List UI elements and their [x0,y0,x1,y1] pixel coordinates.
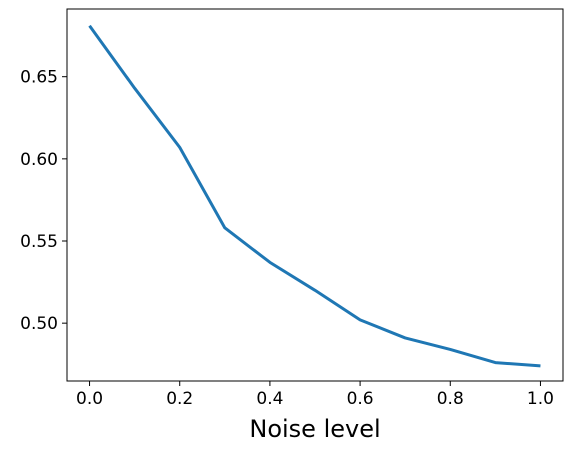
x-axis-title: Noise level [249,415,380,443]
x-tick-label: 0.2 [166,389,193,409]
x-tick-label: 0.0 [76,389,103,409]
x-tick-label: 0.4 [256,389,283,409]
x-tick-label: 0.8 [437,389,464,409]
y-tick-label: 0.55 [20,232,58,252]
y-tick-label: 0.65 [20,68,58,88]
x-tick-label: 1.0 [527,389,554,409]
y-axis: 0.50 0.55 0.60 0.65 [20,68,67,334]
x-axis: 0.0 0.2 0.4 0.6 0.8 1.0 [76,381,554,409]
x-tick-label: 0.6 [347,389,374,409]
plot-area [67,9,563,381]
y-tick-label: 0.60 [20,150,58,170]
y-tick-label: 0.50 [20,314,58,334]
